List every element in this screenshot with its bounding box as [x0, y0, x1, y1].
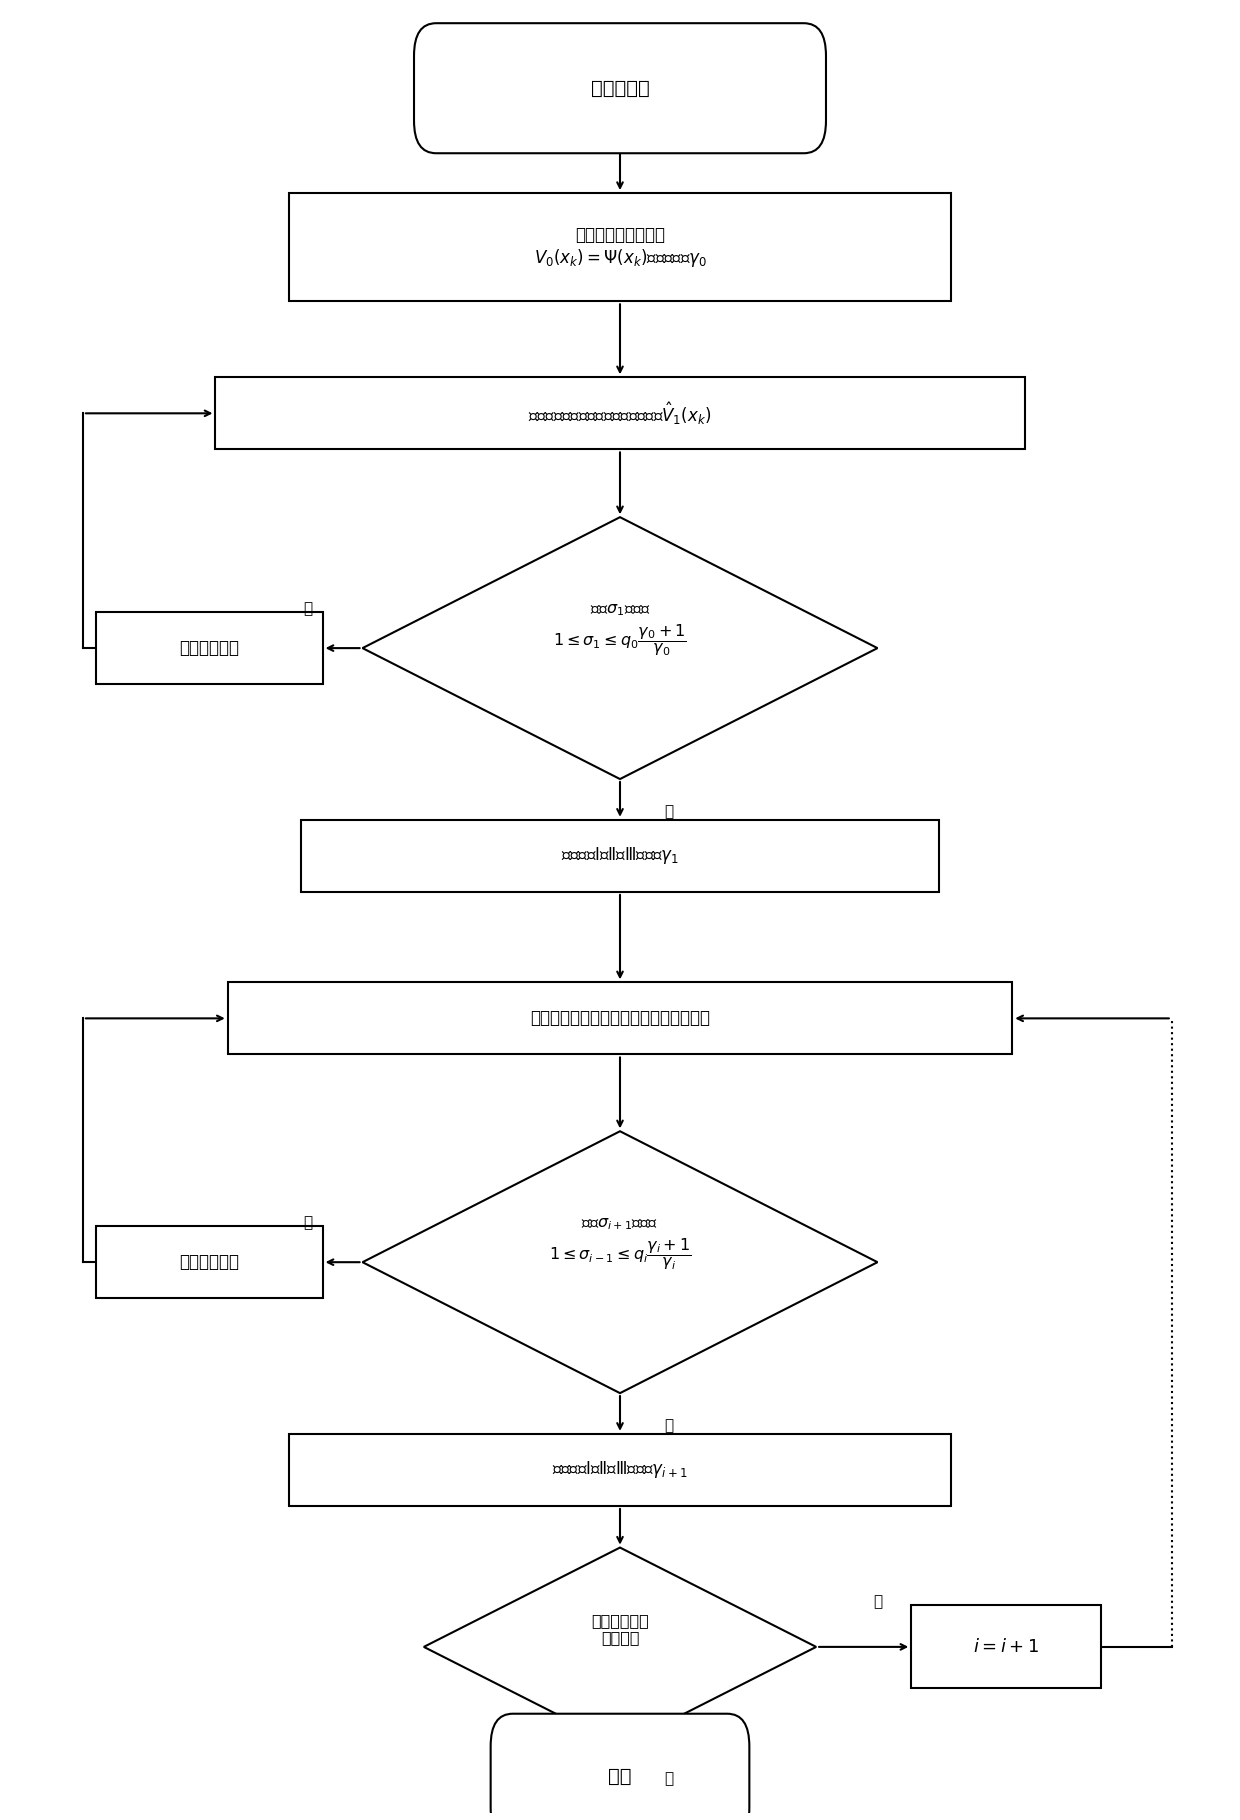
Text: 是: 是 — [665, 1771, 673, 1785]
Text: 否: 否 — [873, 1594, 882, 1609]
Text: 计算$\sigma_{i+1}$并判断
$1\leq\sigma_{i-1}\leq q_i\dfrac{\gamma_i+1}{\gamma_i}$: 计算$\sigma_{i+1}$并判断 $1\leq\sigma_{i-1}\l… — [548, 1216, 692, 1272]
Text: 计算得到初始控制律和性能指标函数$\hat{V}_1(x_k)$: 计算得到初始控制律和性能指标函数$\hat{V}_1(x_k)$ — [528, 400, 712, 426]
Text: 令初始性能指标函数
$V_0(x_k)=\Psi(x_k)$并求得参数$\gamma_0$: 令初始性能指标函数 $V_0(x_k)=\Psi(x_k)$并求得参数$\gam… — [533, 226, 707, 269]
Text: 减小近似误差: 减小近似误差 — [180, 639, 239, 657]
Text: 通过算法Ⅰ、Ⅱ、Ⅲ来估计$\gamma_{i+1}$: 通过算法Ⅰ、Ⅱ、Ⅲ来估计$\gamma_{i+1}$ — [552, 1460, 688, 1480]
Text: $i=i+1$: $i=i+1$ — [973, 1638, 1039, 1656]
Text: 否: 否 — [303, 601, 312, 615]
Bar — [289, 193, 951, 302]
Text: 通过算法Ⅰ、Ⅱ、Ⅲ来估计$\gamma_1$: 通过算法Ⅰ、Ⅱ、Ⅲ来估计$\gamma_1$ — [560, 844, 680, 866]
Text: 减小近似误差: 减小近似误差 — [180, 1254, 239, 1270]
Polygon shape — [362, 1132, 878, 1392]
Bar — [216, 377, 1024, 450]
Text: 计算$\sigma_1$并判断
$1\leq\sigma_1\leq q_0\dfrac{\gamma_0+1}{\gamma_0}$: 计算$\sigma_1$并判断 $1\leq\sigma_1\leq q_0\d… — [553, 602, 687, 659]
FancyBboxPatch shape — [491, 1714, 749, 1820]
Text: 是: 是 — [665, 804, 673, 819]
Polygon shape — [424, 1547, 816, 1745]
Text: 否: 否 — [303, 1216, 312, 1230]
Bar — [289, 1434, 951, 1505]
Polygon shape — [362, 517, 878, 779]
Text: 结束: 结束 — [609, 1767, 631, 1787]
Text: 参数初始化: 参数初始化 — [590, 78, 650, 98]
FancyBboxPatch shape — [414, 24, 826, 153]
Bar — [95, 1227, 322, 1298]
Text: 判断是否满足
精度要求: 判断是否满足 精度要求 — [591, 1613, 649, 1645]
Bar — [228, 983, 1012, 1054]
Text: 是: 是 — [665, 1418, 673, 1432]
Text: 计算得到迭代控制律和迭代性能指标函数: 计算得到迭代控制律和迭代性能指标函数 — [529, 1010, 711, 1026]
Bar — [95, 612, 322, 684]
Bar — [301, 819, 939, 892]
Bar — [911, 1605, 1101, 1689]
